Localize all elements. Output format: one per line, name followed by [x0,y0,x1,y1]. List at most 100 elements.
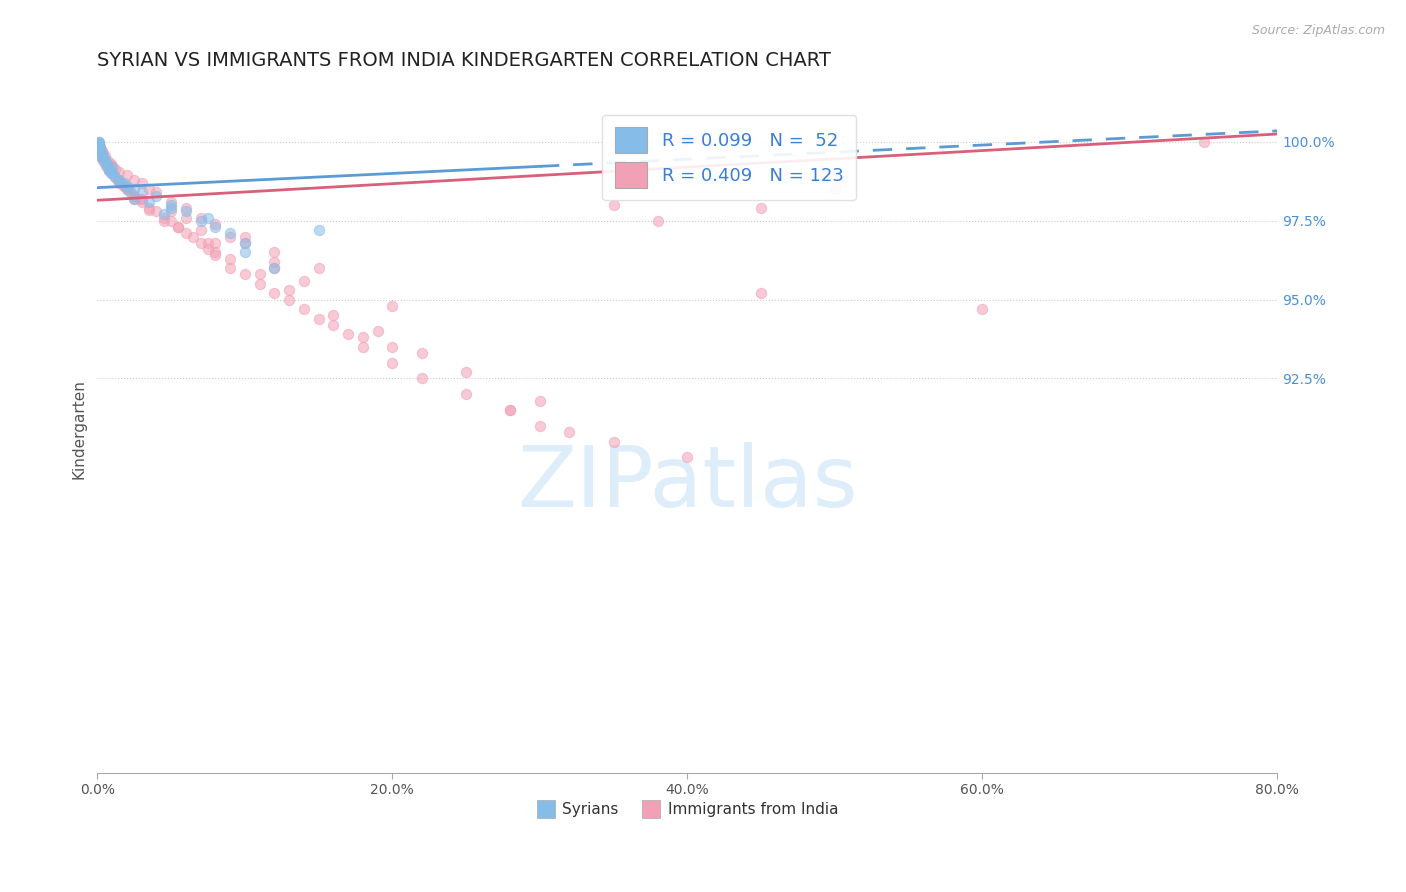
Point [602,434,624,449]
Point [219,229,242,244]
Point [197,235,219,250]
Point [233,268,256,282]
Point [98,163,121,178]
Point [87,136,110,151]
Point [602,198,624,212]
Point [112,179,135,194]
Point [197,242,219,256]
Point [89,139,111,153]
Point [104,161,127,176]
Point [93,153,115,168]
Point [352,340,374,354]
Point [101,159,124,173]
Point [87,141,110,155]
Point [292,274,315,288]
Point [204,245,226,260]
Point [131,176,153,190]
Point [91,145,114,160]
Point [167,220,190,235]
Point [104,169,127,184]
Point [131,192,153,206]
Point [219,252,242,266]
Point [181,229,204,244]
Point [115,179,138,194]
Point [152,213,174,227]
Point [352,330,374,344]
Point [89,147,111,161]
Point [219,227,242,241]
Point [308,261,330,276]
Point [308,311,330,326]
Point [138,201,160,215]
Point [204,217,226,231]
Point [454,365,477,379]
Point [89,141,111,155]
Point [89,141,111,155]
Point [87,138,110,153]
Point [233,235,256,250]
Point [87,138,110,153]
Point [145,188,167,202]
Point [233,229,256,244]
Point [122,192,145,206]
Point [676,450,699,465]
Point [98,163,121,178]
Point [249,268,271,282]
Point [89,145,111,159]
Point [128,192,150,206]
Legend: Syrians, Immigrants from India: Syrians, Immigrants from India [530,797,844,823]
Point [96,157,118,171]
Point [111,178,134,192]
Point [204,220,226,235]
Point [107,173,129,187]
Point [167,220,190,235]
Y-axis label: Kindergarten: Kindergarten [72,379,86,479]
Point [90,145,112,159]
Point [204,235,226,250]
Point [337,327,360,342]
Point [98,163,121,178]
Point [322,318,344,332]
Text: SYRIAN VS IMMIGRANTS FROM INDIA KINDERGARTEN CORRELATION CHART: SYRIAN VS IMMIGRANTS FROM INDIA KINDERGA… [97,51,831,70]
Point [411,371,433,385]
Point [91,153,114,168]
Point [108,173,131,187]
Point [152,211,174,225]
Point [108,174,131,188]
Point [89,145,111,159]
Point [263,254,285,268]
Point [97,160,120,174]
Point [454,387,477,401]
Point [499,403,522,417]
Point [263,261,285,276]
Point [122,188,145,202]
Point [145,186,167,200]
Point [263,286,285,301]
Point [89,145,111,159]
Point [160,198,183,212]
Point [104,169,127,184]
Point [90,151,112,165]
Point [93,153,115,168]
Point [160,201,183,215]
Point [160,194,183,209]
Point [263,261,285,276]
Point [152,207,174,221]
Point [122,182,145,196]
Point [108,176,131,190]
Point [558,425,581,439]
Point [101,166,124,180]
Point [292,301,315,316]
Point [87,139,110,153]
Point [381,299,404,313]
Point [87,136,110,151]
Point [1192,135,1215,149]
Point [115,182,138,196]
Point [160,204,183,219]
Point [108,174,131,188]
Point [112,179,135,194]
Point [249,277,271,291]
Point [174,204,197,219]
Point [197,211,219,225]
Point [87,143,110,157]
